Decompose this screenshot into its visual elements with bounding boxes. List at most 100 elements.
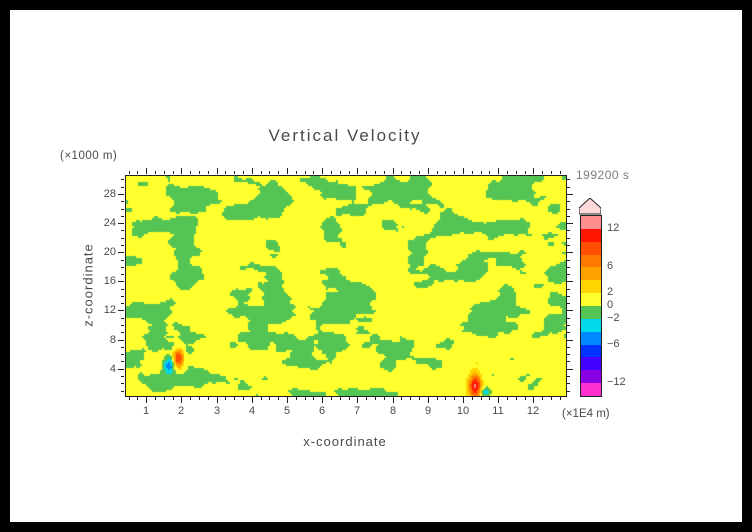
axis-tick bbox=[567, 260, 570, 261]
colorbar-arrow-shape bbox=[579, 198, 601, 215]
axis-tick bbox=[437, 397, 438, 400]
axis-tick bbox=[445, 397, 446, 400]
axis-tick bbox=[118, 252, 124, 253]
axis-tick bbox=[567, 332, 570, 333]
axis-tick bbox=[567, 252, 573, 253]
axis-tick bbox=[567, 310, 573, 311]
y-tick-label: 20 bbox=[103, 246, 116, 258]
colorbar-label: −12 bbox=[607, 376, 626, 388]
axis-tick bbox=[410, 397, 411, 400]
axis-tick bbox=[322, 397, 323, 403]
axis-tick bbox=[137, 171, 138, 174]
axis-tick bbox=[567, 376, 570, 377]
axis-tick bbox=[208, 397, 209, 400]
axis-tick bbox=[401, 171, 402, 174]
axis-tick bbox=[155, 397, 156, 400]
axis-tick bbox=[225, 397, 226, 400]
axis-tick bbox=[322, 168, 323, 174]
axis-tick bbox=[454, 171, 455, 174]
axis-tick bbox=[269, 397, 270, 400]
x-tick-label: 9 bbox=[424, 405, 432, 417]
axis-tick bbox=[567, 369, 573, 370]
x-axis-unit: (×1E4 m) bbox=[562, 408, 610, 420]
axis-tick bbox=[481, 171, 482, 174]
x-tick-label: 5 bbox=[283, 405, 291, 417]
y-tick-label: 4 bbox=[109, 363, 116, 375]
axis-tick bbox=[489, 397, 490, 400]
axis-tick bbox=[217, 397, 218, 403]
axis-tick bbox=[349, 171, 350, 174]
x-axis-title: x-coordinate bbox=[303, 434, 387, 449]
axis-tick bbox=[121, 303, 124, 304]
axis-tick bbox=[533, 397, 534, 403]
axis-tick bbox=[261, 397, 262, 400]
axis-tick bbox=[252, 397, 253, 403]
axis-tick bbox=[567, 201, 570, 202]
axis-tick bbox=[567, 223, 573, 224]
axis-tick bbox=[181, 397, 182, 403]
axis-tick bbox=[533, 168, 534, 174]
axis-tick bbox=[164, 397, 165, 400]
axis-tick bbox=[121, 260, 124, 261]
velocity-field-canvas bbox=[126, 176, 566, 396]
axis-tick bbox=[129, 397, 130, 400]
x-tick-label: 12 bbox=[526, 405, 540, 417]
colorbar-overflow-arrow-icon bbox=[579, 198, 601, 215]
axis-tick bbox=[366, 397, 367, 400]
axis-tick bbox=[472, 397, 473, 400]
colorbar bbox=[580, 215, 602, 397]
axis-tick bbox=[217, 168, 218, 174]
axis-tick bbox=[567, 274, 570, 275]
colorbar-label: 12 bbox=[607, 222, 620, 234]
axis-tick bbox=[173, 397, 174, 400]
colorbar-segment bbox=[581, 216, 601, 229]
y-tick-label: 24 bbox=[103, 217, 116, 229]
axis-tick bbox=[155, 171, 156, 174]
axis-tick bbox=[305, 171, 306, 174]
axis-tick bbox=[542, 171, 543, 174]
timestamp-label: 199200 s bbox=[576, 168, 630, 182]
axis-tick bbox=[121, 216, 124, 217]
axis-tick bbox=[410, 171, 411, 174]
axis-tick bbox=[551, 397, 552, 400]
axis-tick bbox=[375, 397, 376, 400]
axis-tick bbox=[525, 397, 526, 400]
axis-tick bbox=[419, 397, 420, 400]
x-tick-label: 1 bbox=[142, 405, 150, 417]
axis-tick bbox=[121, 391, 124, 392]
colorbar-segment bbox=[581, 331, 601, 345]
axis-tick bbox=[121, 187, 124, 188]
x-tick-label: 4 bbox=[248, 405, 256, 417]
axis-tick bbox=[567, 289, 570, 290]
axis-tick bbox=[393, 168, 394, 174]
axis-tick bbox=[225, 171, 226, 174]
axis-tick bbox=[121, 289, 124, 290]
axis-tick bbox=[234, 171, 235, 174]
axis-tick bbox=[393, 397, 394, 403]
colorbar-segment bbox=[581, 293, 601, 307]
axis-tick bbox=[567, 354, 570, 355]
axis-tick bbox=[121, 347, 124, 348]
axis-tick bbox=[567, 361, 570, 362]
axis-tick bbox=[507, 397, 508, 400]
axis-tick bbox=[181, 168, 182, 174]
axis-tick bbox=[401, 397, 402, 400]
colorbar-segment bbox=[581, 370, 601, 384]
axis-tick bbox=[121, 296, 124, 297]
x-tick-label: 11 bbox=[492, 405, 504, 417]
axis-tick bbox=[472, 171, 473, 174]
axis-tick bbox=[481, 397, 482, 400]
axis-tick bbox=[234, 397, 235, 400]
axis-tick bbox=[296, 397, 297, 400]
y-tick-label: 8 bbox=[109, 334, 116, 346]
axis-tick bbox=[190, 171, 191, 174]
colorbar-segment bbox=[581, 267, 601, 281]
axis-tick bbox=[137, 397, 138, 400]
axis-tick bbox=[463, 168, 464, 174]
axis-tick bbox=[146, 397, 147, 403]
axis-tick bbox=[118, 194, 124, 195]
axis-tick bbox=[445, 171, 446, 174]
x-tick-label: 3 bbox=[213, 405, 221, 417]
axis-tick bbox=[208, 171, 209, 174]
